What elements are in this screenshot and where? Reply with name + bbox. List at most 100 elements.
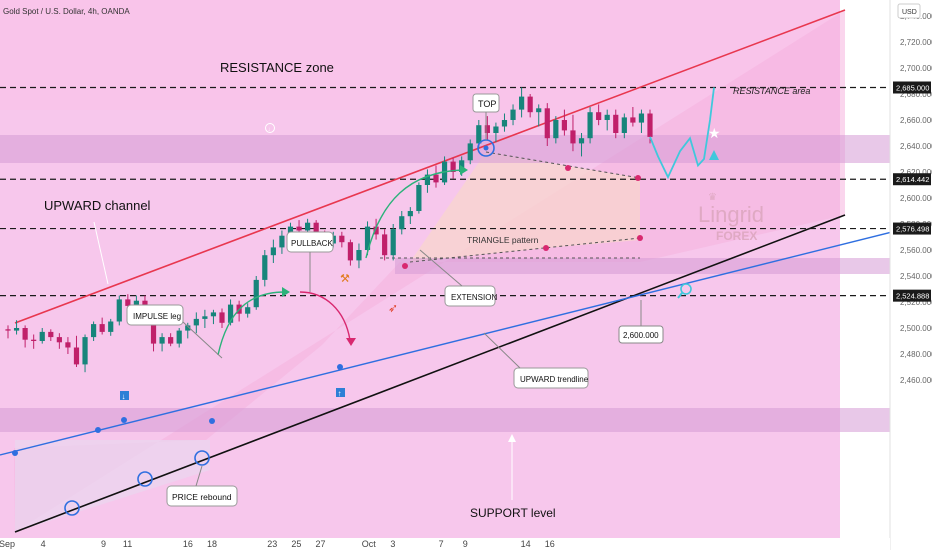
candle: [621, 113, 627, 139]
candle: [630, 107, 636, 127]
arrow-up-icon: ↑: [336, 388, 345, 398]
channel-upper-line[interactable]: [14, 9, 846, 324]
support-trendline[interactable]: [14, 214, 846, 533]
candle-body: [493, 126, 499, 133]
candle: [519, 87, 525, 118]
resistance-area-label: RESISTANCE area: [733, 86, 810, 96]
time-tick-label: 3: [390, 539, 395, 549]
candle: [587, 107, 593, 144]
candle-body: [133, 300, 139, 306]
candle-body: [399, 216, 405, 230]
candle: [424, 169, 431, 193]
upward-channel-label: UPWARD channel: [44, 198, 151, 213]
svg-text:↓: ↓: [268, 127, 271, 133]
candle: [159, 333, 165, 352]
candle-body: [73, 347, 80, 365]
price-tick-label: 2,620.000: [900, 168, 932, 177]
time-tick-label: 27: [316, 539, 326, 549]
extension-callout: EXTENSION: [419, 249, 497, 307]
candle: [450, 157, 456, 179]
candle-body: [305, 222, 311, 231]
candle: [185, 322, 191, 339]
candle-body: [621, 117, 627, 133]
candle-body: [176, 330, 182, 344]
price-tag: 2,576.498: [893, 222, 931, 235]
candle: [5, 325, 11, 339]
candle: [193, 312, 199, 334]
candle: [356, 243, 362, 269]
candle-body: [544, 108, 550, 139]
horizontal-bands: [0, 135, 890, 432]
candle-body: [382, 234, 388, 256]
price-tick-label: 2,720.000: [900, 38, 932, 47]
time-tick-label: 16: [183, 539, 193, 549]
candle: [596, 104, 602, 126]
candle-body: [467, 143, 473, 161]
candle-body: [433, 174, 439, 183]
candle: [347, 239, 353, 266]
time-tick-label: 18: [207, 539, 217, 549]
candle-body: [39, 331, 45, 341]
candle: [390, 224, 396, 261]
price-tag: 2,614.442: [893, 173, 931, 186]
top-marker-dot: [483, 145, 489, 151]
svg-text:IMPULSE leg: IMPULSE leg: [133, 312, 181, 321]
triangle-upper-line: [485, 151, 641, 179]
candle: [416, 182, 422, 214]
candle-body: [287, 226, 294, 236]
top-callout: TOP: [472, 93, 500, 140]
trend-dot-2: [95, 427, 101, 433]
candle: [570, 114, 576, 152]
candle: [544, 103, 550, 146]
candle-body: [56, 337, 62, 343]
candle-body: [347, 242, 353, 261]
extension-arrow-head: [460, 165, 468, 175]
arrow-down-icon-1: ↓: [120, 391, 129, 401]
candle: [65, 337, 71, 354]
candle-body: [519, 96, 525, 110]
upward-trendline[interactable]: [0, 221, 932, 456]
trend-dot-5: [337, 364, 343, 370]
currency-badge[interactable]: USD: [897, 3, 921, 19]
candle-body: [536, 108, 542, 113]
right-gap: [840, 0, 890, 550]
pivot-markers: [12, 139, 643, 516]
time-tick-label: Oct: [362, 539, 377, 549]
extension-arrow: [365, 169, 463, 259]
candle: [219, 308, 225, 328]
candle-body: [125, 299, 131, 306]
candle-body: [484, 125, 490, 133]
candle-body: [48, 331, 54, 338]
candle-body: [424, 174, 431, 185]
watermark-main: Lingrid: [698, 202, 764, 227]
price-tick-label: 2,540.000: [900, 272, 932, 281]
candle: [613, 109, 619, 139]
price-tags: 2,685.000 2,614.442 2,576.498 2,524.888: [893, 81, 931, 302]
triangle-pattern-label: TRIANGLE pattern: [467, 235, 539, 245]
price-tick-label: 2,560.000: [900, 246, 932, 255]
time-tick-label: 23: [267, 539, 277, 549]
candle: [382, 229, 388, 261]
candle-body: [193, 318, 199, 326]
candle-body: [630, 117, 636, 123]
triangle-dot-1: [565, 165, 571, 171]
candle: [245, 303, 251, 318]
candle: [510, 104, 516, 126]
time-tick-label: Sep: [0, 539, 15, 549]
candle: [638, 109, 645, 133]
price-tick-label: 2,680.000: [900, 90, 932, 99]
time-axis[interactable]: [0, 538, 890, 550]
candle-body: [407, 211, 413, 217]
candle-body: [501, 120, 508, 127]
pullback-arrow-head: [346, 338, 356, 346]
price-tick-label: 2,500.000: [900, 324, 932, 333]
triangle-lower-line: [409, 237, 641, 263]
candle-body: [219, 312, 225, 323]
candle-body: [364, 226, 371, 250]
base-range-fill: [15, 440, 210, 532]
watermark-crown-icon: ♛: [708, 192, 717, 203]
candle: [561, 109, 567, 136]
breakout-band: [395, 258, 890, 274]
